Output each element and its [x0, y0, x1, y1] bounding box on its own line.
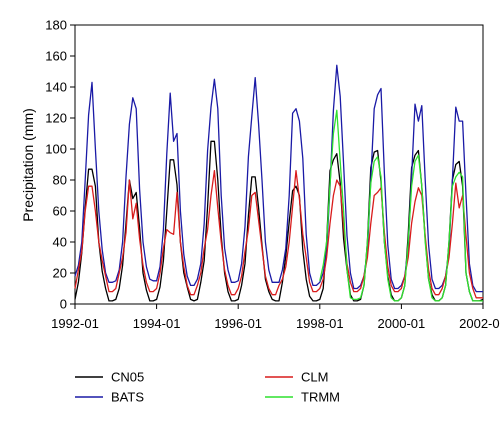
x-tick-label: 1996-01 [214, 316, 262, 331]
y-tick-label: 0 [60, 297, 67, 312]
series-line-bats [74, 64, 483, 293]
x-tick-label: 2000-01 [378, 316, 426, 331]
x-tick-label: 1992-01 [51, 316, 99, 331]
legend-label-clm: CLM [301, 370, 328, 385]
legend-label-bats: BATS [111, 390, 144, 405]
x-tick-label: 1994-01 [133, 316, 181, 331]
y-tick-label: 180 [45, 18, 67, 33]
y-tick-label: 160 [45, 49, 67, 64]
y-tick-label: 20 [53, 266, 67, 281]
y-axis: 0 20 40 60 80 100 120 140 160 180 [45, 18, 75, 312]
plot-frame [74, 24, 484, 305]
series-line-cn05 [74, 140, 484, 302]
legend-label-trmm: TRMM [301, 390, 340, 405]
series-layer [74, 64, 484, 302]
x-axis: 1992-01 1994-01 1996-01 1998-01 2000-01 2002-… [51, 304, 500, 331]
series-line-trmm [319, 109, 483, 302]
legend-label-cn05: CN05 [111, 370, 144, 385]
x-tick-label: 1998-01 [296, 316, 344, 331]
y-axis-label: Precipitation (mm) [20, 108, 36, 222]
y-tick-label: 100 [45, 142, 67, 157]
series-line-clm [74, 170, 483, 299]
y-tick-label: 140 [45, 80, 67, 95]
legend: CN05 BATS CLM TRMM [75, 370, 340, 405]
y-tick-label: 120 [45, 111, 67, 126]
y-tick-label: 40 [53, 235, 67, 250]
x-tick-label: 2002-01 [459, 316, 500, 331]
y-tick-label: 80 [53, 173, 67, 188]
y-tick-label: 60 [53, 204, 67, 219]
